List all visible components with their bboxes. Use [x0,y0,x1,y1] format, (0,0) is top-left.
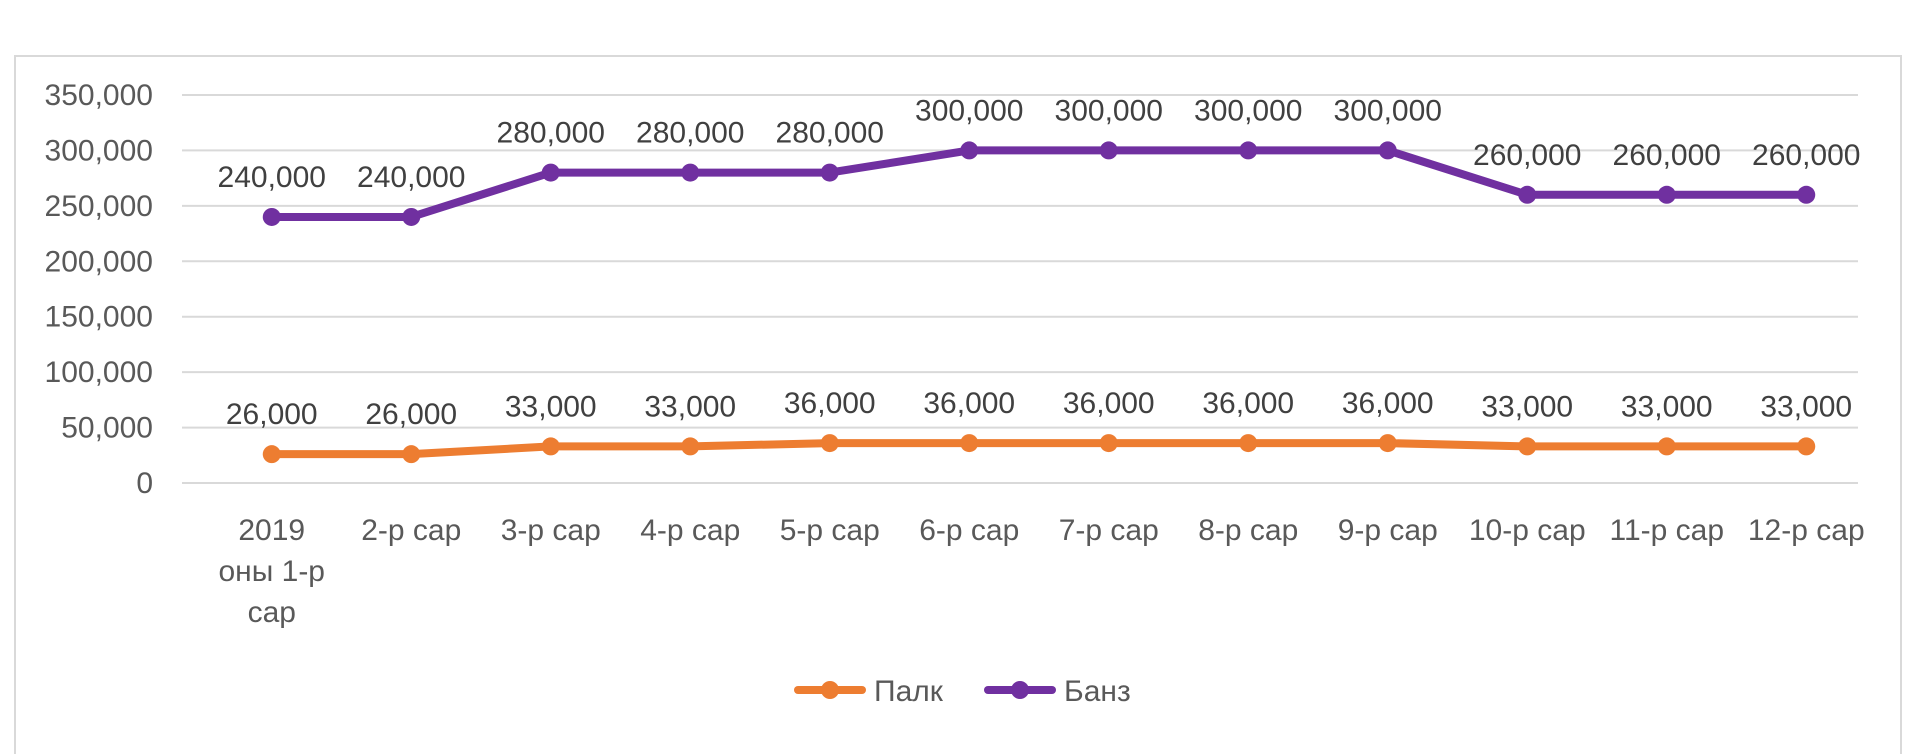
x-tick-label: 6-р сар [919,514,1019,547]
data-point [1378,141,1397,160]
data-point [262,207,281,226]
data-point [402,445,421,464]
data-point [1099,434,1118,453]
y-tick-label: 300,000 [45,134,153,167]
legend-label: Палк [874,675,944,708]
data-label: 280,000 [497,117,605,150]
series-line [267,439,1811,459]
x-tick-label: 8-р сар [1198,514,1298,547]
data-point [1378,434,1397,453]
data-label: 260,000 [1473,139,1581,172]
data-label: 36,000 [784,387,876,420]
data-label: 33,000 [644,390,736,423]
data-point [1797,437,1816,456]
x-tick-label: 2019 оны 1-р сар [218,514,325,629]
data-label: 280,000 [776,117,884,150]
y-tick-label: 250,000 [45,190,153,223]
data-label: 33,000 [1760,390,1852,423]
series-line [267,146,1811,221]
data-point [1239,434,1258,453]
data-point [960,141,979,160]
data-label: 240,000 [218,161,326,194]
data-label: 300,000 [1194,94,1302,127]
series-banz: 240,000 240,000 280,000 280,000 280,000 300,0… [218,94,1860,226]
data-point [1657,437,1676,456]
x-tick-label: 7-р сар [1059,514,1159,547]
data-point [1518,437,1537,456]
legend-swatch-marker [1011,681,1029,699]
data-label: 33,000 [1481,390,1573,423]
legend-item: Банз [984,675,1131,708]
data-point [1518,185,1537,204]
y-axis-ticks: 0 50,000 100,000 150,000 200,000 250,000 300,0… [45,79,153,500]
data-point [820,434,839,453]
data-label: 26,000 [226,398,318,431]
x-axis-ticks: 2019 оны 1-р сар 2-р сар 3-р сар 4-р сар 5-р с… [218,514,1864,629]
legend: Палк Банз [794,675,1131,708]
data-label: 240,000 [357,161,465,194]
plot-area: 26,000 26,000 33,000 33,000 36,000 36,000 36,0… [218,94,1860,464]
y-tick-label: 350,000 [45,79,153,112]
data-label: 300,000 [1055,94,1163,127]
data-label: 36,000 [1342,387,1434,420]
x-tick-label: 12-р сар [1748,514,1865,547]
y-tick-label: 200,000 [45,245,153,278]
x-tick-label: 11-р сар [1609,514,1724,547]
data-label: 36,000 [1063,387,1155,420]
data-label: 33,000 [505,390,597,423]
data-point [402,207,421,226]
y-tick-label: 150,000 [45,301,153,334]
data-label: 36,000 [923,387,1015,420]
data-point [1239,141,1258,160]
y-tick-label: 50,000 [61,412,153,445]
y-tick-label: 0 [136,467,153,500]
gridlines [182,94,1858,484]
data-label: 280,000 [636,117,744,150]
legend-label: Банз [1064,675,1131,708]
x-tick-label: 5-р сар [780,514,880,547]
series-palk: 26,000 26,000 33,000 33,000 36,000 36,000 36,0… [226,387,1852,464]
data-point [541,437,560,456]
x-tick-label: 10-р сар [1469,514,1586,547]
data-label: 26,000 [365,398,457,431]
data-label: 260,000 [1752,139,1860,172]
data-point [541,163,560,182]
data-point [820,163,839,182]
legend-swatch-marker [821,681,839,699]
data-label: 300,000 [915,94,1023,127]
x-tick-label: 9-р сар [1338,514,1438,547]
x-tick-label: 2-р сар [361,514,461,547]
y-tick-label: 100,000 [45,356,153,389]
data-point [1099,141,1118,160]
legend-item: Палк [794,675,944,708]
data-point [1657,185,1676,204]
data-point [1797,185,1816,204]
data-point [681,437,700,456]
data-point [681,163,700,182]
x-tick-label: 4-р сар [640,514,740,547]
data-label: 300,000 [1334,94,1442,127]
data-label: 36,000 [1202,387,1294,420]
data-point [262,445,281,464]
data-label: 260,000 [1613,139,1721,172]
x-tick-label: 3-р сар [501,514,601,547]
data-label: 33,000 [1621,390,1713,423]
chart-frame [14,55,1902,754]
data-point [960,434,979,453]
